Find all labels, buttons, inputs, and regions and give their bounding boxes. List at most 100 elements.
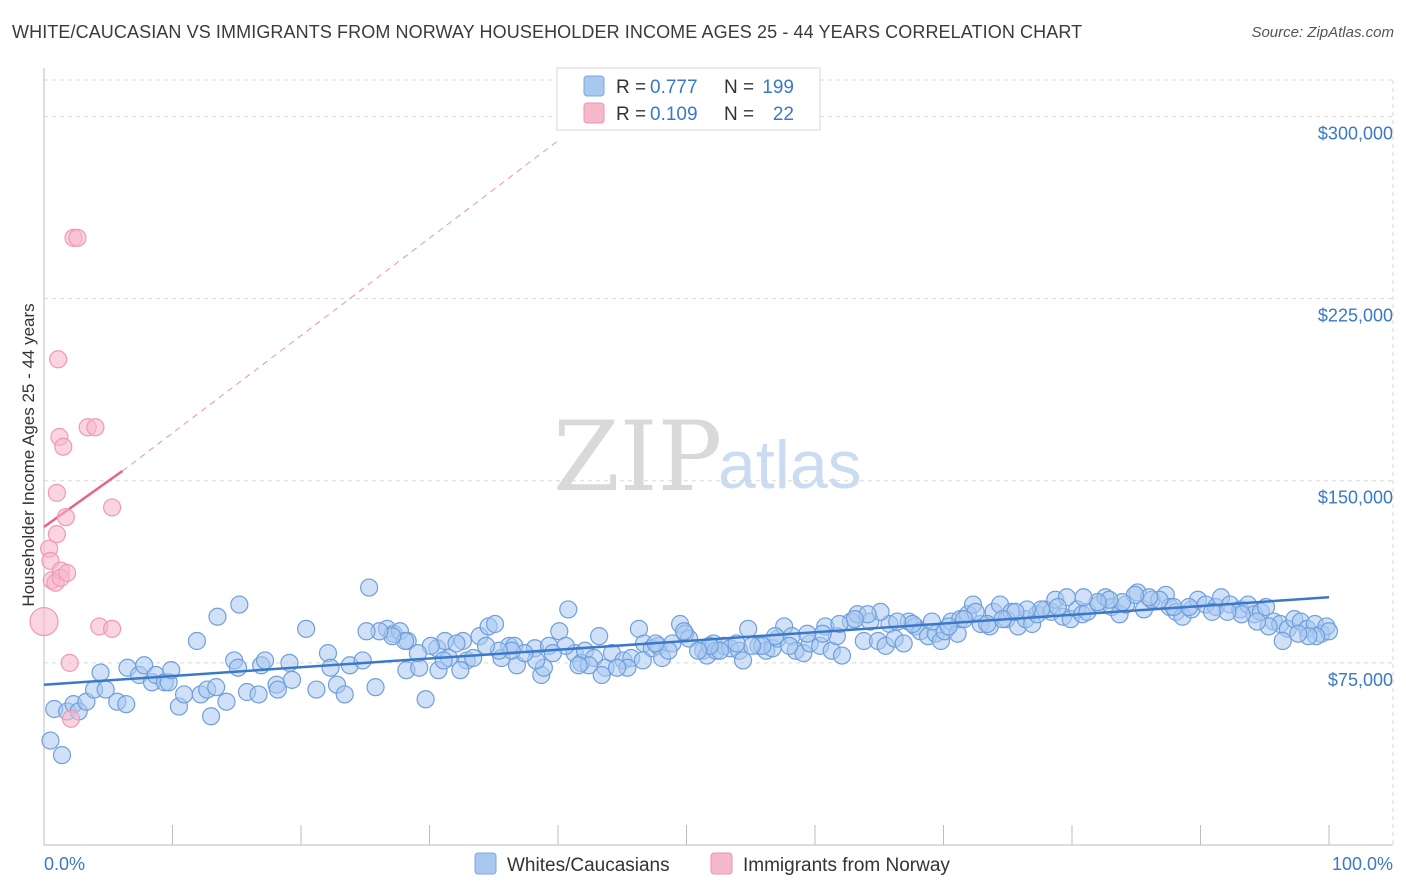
whites-point xyxy=(688,641,708,660)
whites-point xyxy=(162,661,181,680)
whites-point xyxy=(91,663,110,682)
whites-point xyxy=(1289,624,1308,643)
legend-n-label-whites: N = xyxy=(724,77,754,98)
whites-point xyxy=(954,610,974,629)
whites-point xyxy=(1218,602,1237,621)
whites-point xyxy=(135,656,154,675)
whites-point xyxy=(207,678,226,697)
y-tick-label: $75,000 xyxy=(1328,670,1393,690)
norway-trendline xyxy=(43,140,559,528)
whites-point xyxy=(353,651,372,670)
legend-n-value-whites: 199 xyxy=(762,77,794,98)
whites-point xyxy=(832,646,852,665)
whites-point xyxy=(894,634,913,653)
whites-point xyxy=(733,651,753,670)
whites-point xyxy=(187,631,207,651)
whites-point xyxy=(1048,597,1067,617)
legend-top: R = 0.777 N = 199 R = 0.109 N = 22 xyxy=(556,67,821,131)
norway-points xyxy=(29,228,122,728)
whites-point xyxy=(476,636,496,655)
whites-point xyxy=(357,622,376,641)
whites-point xyxy=(845,610,864,629)
chart-title: WHITE/CAUCASIAN VS IMMIGRANTS FROM NORWA… xyxy=(12,22,1083,42)
y-axis-title: Householder Income Ages 25 - 44 years xyxy=(19,303,38,606)
legend-r-value-norway: 0.109 xyxy=(650,104,698,125)
whites-point xyxy=(742,636,762,655)
whites-point xyxy=(360,578,379,597)
x-tick-label-max: 100.0% xyxy=(1332,854,1393,874)
whites-point xyxy=(813,624,832,643)
whites-point xyxy=(1202,602,1222,621)
whites-point xyxy=(559,600,578,619)
norway-point xyxy=(58,563,77,583)
norway-point xyxy=(60,653,79,672)
whites-point xyxy=(569,656,588,675)
norway-point xyxy=(61,709,81,728)
whites-point xyxy=(464,648,483,668)
y-tick-label: $300,000 xyxy=(1318,123,1393,143)
axes xyxy=(43,68,1393,846)
norway-point xyxy=(56,508,75,527)
whites-point xyxy=(282,670,302,689)
whites-point xyxy=(633,651,652,670)
whites-point xyxy=(297,619,316,638)
whites-point xyxy=(335,685,354,704)
legend-bottom-label-norway: Immigrants from Norway xyxy=(743,855,950,876)
norway-point xyxy=(86,418,105,437)
norway-point xyxy=(49,350,68,369)
whites-point xyxy=(608,658,627,677)
legend-bottom-swatch-norway xyxy=(710,852,733,875)
legend-bottom-label-whites: Whites/Caucasians xyxy=(507,855,670,876)
whites-point xyxy=(590,627,609,646)
whites-point xyxy=(1074,588,1093,607)
whites-point xyxy=(434,651,453,670)
whites-point xyxy=(543,644,562,663)
whites-point xyxy=(727,634,746,653)
legend-r-label-norway: R = xyxy=(616,104,646,125)
whites-point xyxy=(217,692,236,711)
y-tick-label: $150,000 xyxy=(1318,488,1393,508)
whites-point xyxy=(228,658,248,677)
whites-point xyxy=(41,731,60,750)
source-credit: Source: ZipAtlas.com xyxy=(1251,24,1394,41)
watermark-atlas: atlas xyxy=(718,427,862,503)
whites-point xyxy=(117,695,136,714)
legend-r-value-whites: 0.777 xyxy=(650,77,698,98)
whites-point xyxy=(447,634,466,653)
norway-trend-extension xyxy=(122,140,559,472)
legend-r-label-whites: R = xyxy=(616,77,646,98)
whites-point xyxy=(485,614,505,634)
x-tick-label-min: 0.0% xyxy=(44,854,85,874)
norway-point xyxy=(29,606,59,637)
legend-n-value-norway: 22 xyxy=(773,104,794,125)
whites-point xyxy=(451,661,470,680)
whites-point xyxy=(366,678,385,697)
whites-point xyxy=(674,622,694,641)
whites-point xyxy=(268,680,287,699)
whites-point xyxy=(52,746,72,765)
watermark: ZIP atlas xyxy=(553,401,862,513)
whites-point xyxy=(780,636,799,655)
whites-points xyxy=(41,578,1339,765)
whites-point xyxy=(408,644,428,663)
y-tick-labels: $75,000 $150,000 $225,000 $300,000 xyxy=(1318,123,1393,689)
legend-bottom: Whites/Caucasians Immigrants from Norway xyxy=(474,852,950,876)
norway-point xyxy=(47,525,66,544)
whites-point xyxy=(939,617,958,636)
norway-point xyxy=(54,437,73,456)
legend-swatch-whites xyxy=(583,75,605,97)
y-tick-label: $225,000 xyxy=(1318,306,1393,326)
norway-point xyxy=(103,498,122,517)
whites-point xyxy=(201,707,221,726)
whites-point xyxy=(1273,631,1292,651)
whites-point xyxy=(1247,612,1267,631)
whites-point xyxy=(416,690,435,709)
norway-point xyxy=(68,228,87,247)
whites-point xyxy=(230,595,249,614)
whites-point xyxy=(321,658,340,677)
whites-point xyxy=(208,607,227,626)
whites-trend-line xyxy=(43,596,1330,686)
whites-point xyxy=(307,680,326,699)
whites-point xyxy=(739,619,758,638)
